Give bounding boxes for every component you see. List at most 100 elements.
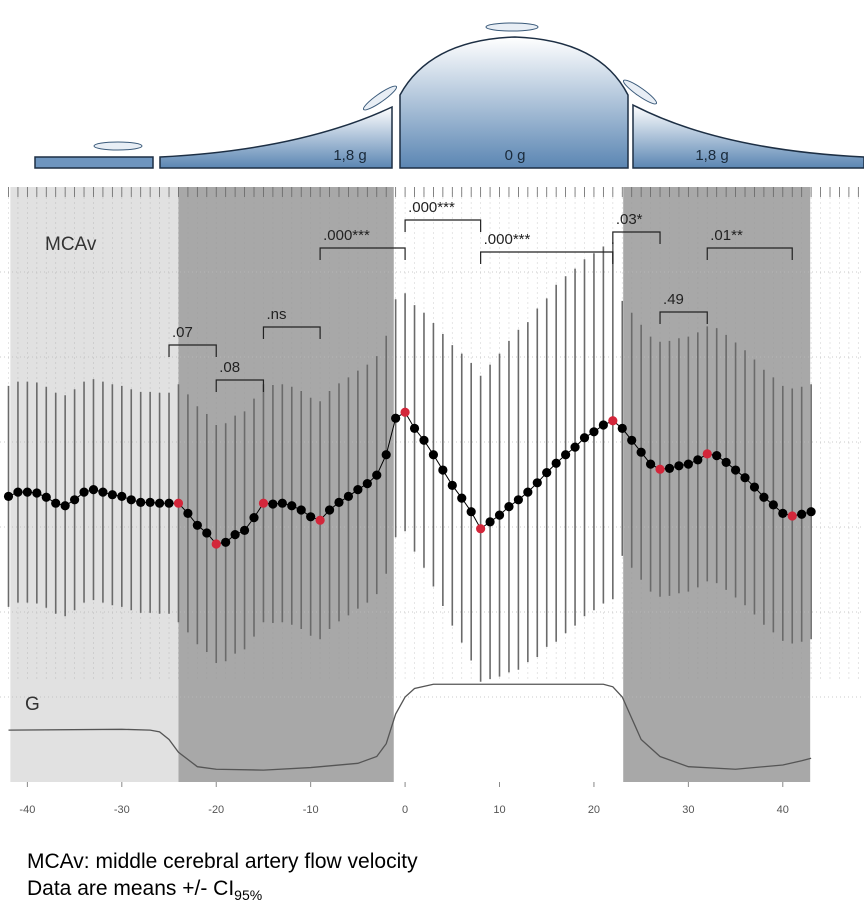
data-point: [98, 487, 108, 497]
bracket-label: .01**: [710, 227, 743, 244]
data-point: [693, 455, 703, 465]
plane: [362, 85, 398, 111]
data-point: [230, 530, 240, 540]
data-point: [334, 497, 344, 507]
data-point: [636, 447, 646, 457]
data-point: [353, 485, 363, 495]
data-point: [315, 515, 325, 525]
data-point: [221, 537, 231, 547]
flight-profile: [34, 36, 864, 169]
data-point: [400, 407, 410, 417]
data-point: [362, 479, 372, 489]
data-point: [343, 491, 354, 501]
data-point: [617, 423, 627, 433]
data-point: [22, 487, 32, 497]
bracket: [262, 326, 321, 339]
data-point: [249, 513, 259, 523]
data-point: [683, 459, 693, 469]
data-point: [60, 501, 70, 511]
phase-region: [178, 187, 394, 782]
phase-region: [10, 187, 179, 782]
bracket: [404, 219, 482, 232]
bracket-label: .03*: [616, 211, 643, 228]
bracket-label: .000***: [484, 231, 531, 248]
data-point: [787, 511, 797, 521]
footnote-text: Data are means +/- CI: [27, 877, 235, 900]
bracket-label: .000***: [323, 227, 370, 244]
data-point: [589, 427, 599, 437]
data-point: [476, 524, 486, 534]
pull-up: [159, 105, 393, 169]
x-tick-label: -40: [19, 804, 35, 816]
data-point: [173, 498, 184, 508]
data-point: [154, 498, 165, 508]
data-point: [192, 520, 202, 530]
profile-label: 1,8 g: [695, 147, 728, 164]
data-point: [551, 458, 561, 468]
bracket: [706, 247, 793, 260]
data-point: [32, 488, 42, 498]
data-point: [598, 420, 608, 430]
bracket-label: .ns: [266, 306, 286, 323]
bracket: [480, 251, 614, 264]
data-point: [324, 505, 335, 515]
data-point: [645, 459, 656, 469]
data-point: [712, 451, 722, 461]
data-point: [504, 502, 514, 512]
bracket: [168, 344, 217, 357]
x-tick-label: -10: [303, 804, 319, 816]
plane: [93, 141, 143, 151]
data-point: [3, 491, 14, 501]
planes: [93, 22, 658, 151]
data-point: [13, 487, 23, 497]
footnote: Data are means +/- CI95%: [27, 877, 262, 903]
x-tick-label: 20: [588, 804, 600, 816]
data-point: [287, 501, 297, 511]
data-point: [79, 487, 89, 497]
data-point: [485, 517, 495, 527]
data-point: [419, 435, 429, 445]
bracket-label: .08: [219, 359, 240, 376]
data-point: [277, 498, 287, 508]
bracket: [319, 247, 406, 260]
plane: [622, 79, 658, 105]
data-point: [664, 463, 675, 473]
series-line: [8, 683, 812, 771]
data-point: [806, 507, 816, 517]
x-tick-label: 40: [777, 804, 789, 816]
data-point: [778, 508, 788, 518]
data-point: [797, 509, 807, 519]
data-point: [608, 416, 618, 426]
data-point: [768, 500, 778, 510]
x-tick-label: -30: [114, 804, 130, 816]
data-point: [409, 423, 420, 433]
data-point: [655, 464, 665, 474]
data-point: [494, 510, 505, 520]
data-point: [211, 539, 221, 549]
data-point: [145, 497, 155, 507]
data-point: [381, 450, 391, 460]
data-point: [457, 493, 467, 503]
data-point: [202, 528, 212, 538]
footnote-subscript: 95%: [234, 887, 263, 904]
data-point: [674, 461, 684, 471]
x-tick-label: 30: [682, 804, 694, 816]
parabola: [399, 36, 629, 169]
data-point: [183, 508, 193, 518]
panel-label: MCAv: [45, 234, 97, 255]
data-point: [740, 473, 750, 483]
data-point: [391, 413, 401, 423]
data-point: [306, 512, 316, 522]
data-point: [561, 450, 571, 460]
data-point: [730, 465, 741, 475]
data-point: [759, 492, 769, 502]
data-point: [627, 435, 637, 445]
data-point: [579, 433, 590, 443]
data-point: [117, 491, 127, 501]
data-point: [239, 525, 250, 536]
pull-out: [632, 103, 864, 169]
x-tick-label: 10: [493, 804, 505, 816]
bracket: [659, 311, 708, 324]
data-point: [466, 507, 476, 517]
data-point: [702, 449, 712, 459]
